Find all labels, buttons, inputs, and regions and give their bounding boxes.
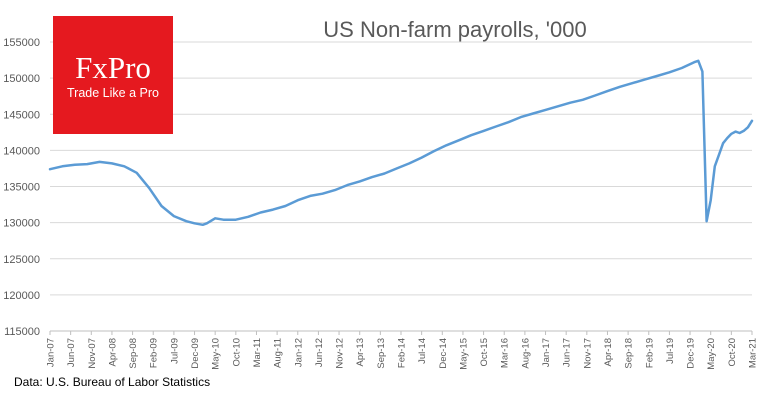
x-tick-label: Jul-19 — [665, 338, 676, 364]
logo-tagline: Trade Like a Pro — [67, 86, 159, 100]
x-tick-label: Apr-13 — [355, 338, 366, 367]
axes — [49, 330, 753, 335]
x-tick-label: Jan-17 — [541, 338, 552, 367]
series-layer — [48, 59, 754, 227]
x-tick-label: Jun-12 — [314, 338, 325, 367]
x-tick-label: Dec-19 — [686, 338, 697, 369]
x-tick-label: Oct-10 — [231, 338, 242, 367]
y-tick-labels: 115000 120000 125000 130000 135000 140000 1450… — [3, 37, 40, 338]
x-tick-label: Aug-16 — [520, 338, 531, 369]
x-tick-label: Oct-20 — [727, 338, 738, 367]
y-tick-label: 125000 — [3, 254, 40, 266]
x-tick-label: Jun-07 — [66, 338, 77, 367]
x-tick-label: Jul-14 — [417, 338, 428, 364]
x-tick-label: Apr-18 — [603, 338, 614, 367]
logo-background — [53, 16, 173, 134]
x-tick-label: May-15 — [458, 338, 469, 370]
y-tick-label: 135000 — [3, 182, 40, 194]
x-tick-label: Mar-11 — [252, 338, 263, 367]
x-tick-label: May-20 — [706, 338, 717, 370]
x-tick-label: Nov-07 — [87, 338, 98, 369]
logo-brand: FxPro — [75, 50, 151, 85]
y-tick-label: 115000 — [4, 326, 40, 338]
x-tick-label: May-10 — [211, 338, 222, 370]
y-tick-label: 120000 — [3, 290, 40, 302]
x-tick-label: Jan-07 — [46, 338, 57, 367]
x-tick-label: Nov-12 — [335, 338, 346, 369]
y-tick-label: 150000 — [3, 73, 40, 85]
x-tick-label: Sep-08 — [128, 338, 139, 369]
series-line-0 — [48, 59, 754, 227]
y-tick-label: 145000 — [3, 109, 40, 121]
fxpro-logo: FxPro Trade Like a Pro — [53, 16, 173, 134]
x-tick-label: Mar-21 — [748, 338, 759, 368]
x-tick-label: Mar-16 — [500, 338, 511, 368]
x-tick-label: Feb-09 — [149, 338, 160, 368]
x-tick-label: Dec-14 — [438, 338, 449, 369]
x-tick-label: Nov-17 — [582, 338, 593, 369]
y-tick-label: 155000 — [3, 37, 40, 49]
x-tick-label: Oct-15 — [479, 338, 490, 367]
y-tick-label: 140000 — [3, 145, 40, 157]
x-tick-label: Aug-11 — [273, 338, 284, 368]
x-tick-label: Feb-14 — [397, 338, 408, 368]
x-tick-label: Jun-17 — [562, 338, 573, 367]
source-note: Data: U.S. Bureau of Labor Statistics — [14, 375, 210, 389]
x-tick-label: Jul-09 — [169, 338, 180, 364]
chart-title: US Non-farm payrolls, '000 — [323, 17, 586, 42]
x-tick-label: Jan-12 — [293, 338, 304, 367]
x-tick-labels: Jan-07 Jun-07 Nov-07 Apr-08 Sep-08 Feb-09 Jul-… — [46, 338, 759, 370]
x-tick-label: Sep-13 — [376, 338, 387, 369]
x-tick-label: Dec-09 — [190, 338, 201, 369]
x-tick-label: Apr-08 — [107, 338, 118, 367]
x-tick-label: Sep-18 — [624, 338, 635, 369]
y-tick-label: 130000 — [3, 218, 40, 230]
x-tick-label: Feb-19 — [644, 338, 655, 368]
